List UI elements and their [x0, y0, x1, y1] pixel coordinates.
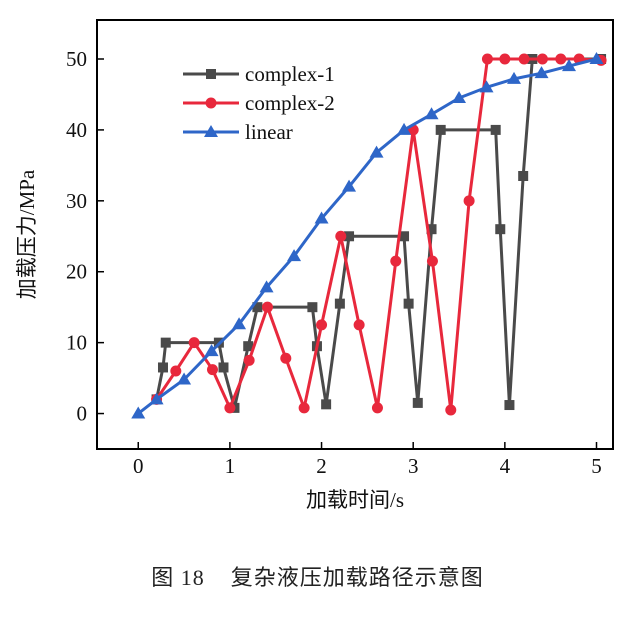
point-complex-1: [412, 397, 423, 408]
legend-label-complex-2: complex-2: [245, 91, 335, 115]
point-complex-1: [504, 400, 515, 411]
point-complex-2: [445, 404, 457, 416]
point-complex-2: [371, 402, 383, 414]
point-complex-2: [390, 255, 402, 267]
x-tick-label: 2: [316, 454, 327, 478]
x-tick-label: 4: [500, 454, 511, 478]
caption-text: 复杂液压加载路径示意图: [230, 565, 484, 590]
point-complex-2: [280, 352, 292, 364]
point-complex-2: [206, 364, 218, 376]
point-complex-1: [403, 298, 414, 309]
point-complex-2: [536, 53, 548, 65]
point-complex-2: [188, 337, 200, 349]
chart-area: 0 1 2 3 4 5 0 10 20 30 40 50 加载时间/s 加载压力/MPa complex-1…: [15, 19, 614, 512]
point-complex-2: [316, 319, 328, 331]
point-complex-1: [252, 302, 263, 313]
y-tick-label: 20: [66, 260, 87, 284]
point-complex-2: [481, 53, 493, 65]
legend-label-complex-1: complex-1: [245, 62, 335, 86]
point-linear: [131, 406, 146, 419]
x-tick-label: 3: [408, 454, 419, 478]
point-complex-2: [261, 301, 273, 313]
point-complex-2: [463, 195, 475, 207]
point-complex-2: [335, 230, 347, 242]
plot-frame: [96, 19, 614, 450]
x-tick-label: 5: [591, 454, 602, 478]
point-complex-1: [334, 298, 345, 309]
legend-marker-complex-1: [206, 69, 216, 79]
point-complex-1: [321, 399, 332, 410]
point-linear: [177, 372, 192, 385]
y-tick-label: 30: [66, 189, 87, 213]
point-complex-1: [243, 341, 254, 352]
point-complex-2: [518, 53, 530, 65]
point-linear: [314, 211, 329, 224]
x-axis-label: 加载时间/s: [306, 488, 404, 512]
point-complex-2: [298, 402, 310, 414]
point-complex-1: [495, 224, 506, 235]
y-tick-label: 50: [66, 47, 87, 71]
point-complex-1: [426, 224, 437, 235]
x-tick-label: 1: [225, 454, 236, 478]
point-linear: [534, 66, 549, 79]
point-linear: [452, 91, 467, 103]
point-linear: [204, 344, 219, 357]
point-complex-1: [218, 362, 229, 373]
caption-number: 图 18: [151, 565, 205, 590]
y-axis-label: 加载压力/MPa: [15, 169, 39, 299]
point-linear: [369, 145, 384, 158]
y-tick-label: 0: [77, 402, 88, 426]
x-tick-label: 0: [133, 454, 144, 478]
point-linear: [562, 59, 577, 72]
legend-label-linear: linear: [245, 120, 293, 144]
y-tick-label: 10: [66, 331, 87, 355]
point-complex-2: [426, 255, 438, 267]
point-complex-2: [224, 402, 236, 414]
line-chart: 0 1 2 3 4 501020304050加载时间/s加载压力/MPacomplex-1…: [15, 19, 614, 512]
point-complex-1: [399, 231, 410, 242]
point-complex-1: [160, 337, 171, 348]
point-complex-1: [307, 302, 318, 313]
point-complex-1: [490, 124, 501, 135]
point-complex-1: [435, 124, 446, 135]
point-complex-1: [518, 171, 529, 181]
point-linear: [589, 52, 604, 64]
point-linear: [259, 280, 274, 293]
point-complex-2: [353, 319, 365, 331]
point-linear: [342, 179, 357, 192]
point-complex-2: [170, 365, 182, 377]
point-linear: [424, 107, 439, 120]
series-line-complex-1: [155, 57, 602, 410]
point-linear: [149, 392, 164, 405]
legend-marker-complex-2: [205, 97, 217, 109]
point-complex-1: [344, 231, 355, 242]
series-line-complex-2: [155, 57, 602, 412]
point-complex-2: [555, 53, 567, 65]
point-complex-2: [499, 53, 511, 65]
point-linear: [479, 80, 494, 93]
point-linear: [397, 122, 412, 135]
point-complex-1: [157, 362, 168, 373]
figure-caption: 图 18 复杂液压加载路径示意图: [0, 560, 635, 592]
point-linear: [507, 71, 522, 84]
point-complex-2: [243, 354, 255, 366]
point-linear: [232, 317, 247, 330]
legend-marker-linear: [204, 125, 218, 137]
point-linear: [287, 249, 302, 262]
y-tick-label: 40: [66, 118, 87, 142]
